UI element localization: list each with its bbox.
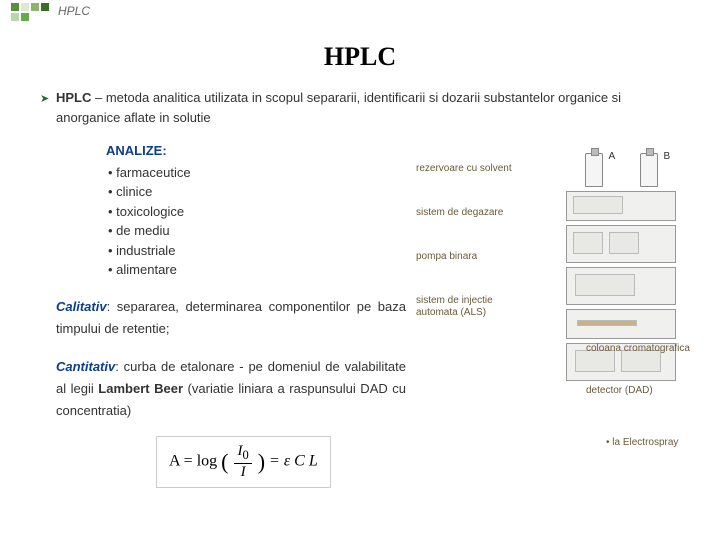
analize-item: • de mediu [108, 221, 406, 241]
formula-rhs-text: = ε C L [269, 453, 318, 470]
analize-item-label: clinice [116, 184, 152, 199]
slide-header: HPLC [0, 0, 720, 24]
analize-item: • clinice [108, 182, 406, 202]
analize-item-label: industriale [116, 243, 175, 258]
calitativ-label: Calitativ [56, 299, 107, 314]
diagram-label-electrospray-text: la Electrospray [612, 437, 678, 448]
module-pump [566, 225, 676, 263]
cantitativ-label: Cantitativ [56, 359, 115, 374]
analize-item: • toxicologice [108, 202, 406, 222]
calitativ-paragraph: Calitativ: separarea, determinarea compo… [56, 296, 406, 340]
module-column-oven [566, 309, 676, 339]
solvent-bottle-b [640, 153, 658, 187]
hplc-diagram: rezervoare cu solvent sistem de degazare… [416, 141, 686, 461]
logo-sq [41, 3, 49, 11]
formula-fraction: I0 I [234, 443, 251, 481]
cantitativ-law: Lambert Beer [98, 381, 183, 396]
right-column: rezervoare cu solvent sistem de degazare… [416, 141, 696, 488]
intro-paragraph: ➤ HPLC – metoda analitica utilizata in s… [0, 88, 720, 127]
analize-item: • farmaceutice [108, 163, 406, 183]
bottle-row: A B [566, 141, 676, 187]
module-degasser [566, 191, 676, 221]
analize-item: • industriale [108, 241, 406, 261]
analize-item-label: de mediu [116, 223, 169, 238]
formula-rhs: = ε C L [269, 453, 318, 470]
formula-box: A = log ( I0 I ) = ε C L [156, 436, 331, 488]
formula-num-sub: 0 [242, 448, 248, 462]
header-title: HPLC [58, 4, 90, 18]
logo-squares [10, 2, 50, 22]
intro-lead: HPLC [56, 90, 91, 105]
diagram-label-detector: detector (DAD) [586, 385, 653, 396]
analize-block: ANALIZE: • farmaceutice • clinice • toxi… [106, 141, 406, 280]
analize-item-label: alimentare [116, 262, 177, 277]
logo-sq [21, 3, 29, 11]
analize-item-label: farmaceutice [116, 165, 190, 180]
logo-sq [11, 13, 19, 21]
logo-sq [11, 3, 19, 11]
diagram-label-pompa: pompa binara [416, 251, 477, 263]
logo-sq [31, 3, 39, 11]
analize-item-label: toxicologice [116, 204, 184, 219]
logo-sq [21, 13, 29, 21]
content-row: ANALIZE: • farmaceutice • clinice • toxi… [0, 141, 720, 488]
module-als [566, 267, 676, 305]
diagram-label-injectie: sistem de injectie automata (ALS) [416, 295, 516, 319]
formula-lhs: A = log [169, 453, 217, 470]
calitativ-text: : separarea, determinarea componentilor … [56, 299, 406, 336]
bottle-a-label: A [609, 151, 616, 162]
diagram-label-rezervor: rezervoare cu solvent [416, 163, 512, 175]
bottle-b-label: B [664, 151, 671, 162]
solvent-bottle-a [585, 153, 603, 187]
left-column: ANALIZE: • farmaceutice • clinice • toxi… [56, 141, 416, 488]
diagram-label-coloana: coloana cromatografica [586, 343, 696, 354]
analize-item: • alimentare [108, 260, 406, 280]
bullet-arrow-icon: ➤ [40, 91, 49, 108]
intro-text: – metoda analitica utilizata in scopul s… [56, 90, 621, 125]
diagram-label-electrospray: • la Electrospray [606, 437, 678, 448]
formula-den: I [241, 464, 246, 480]
page-title: HPLC [0, 42, 720, 72]
analize-title: ANALIZE: [106, 141, 406, 161]
cantitativ-paragraph: Cantitativ: curba de etalonare - pe dome… [56, 356, 406, 422]
diagram-label-degazare: sistem de degazare [416, 207, 503, 219]
